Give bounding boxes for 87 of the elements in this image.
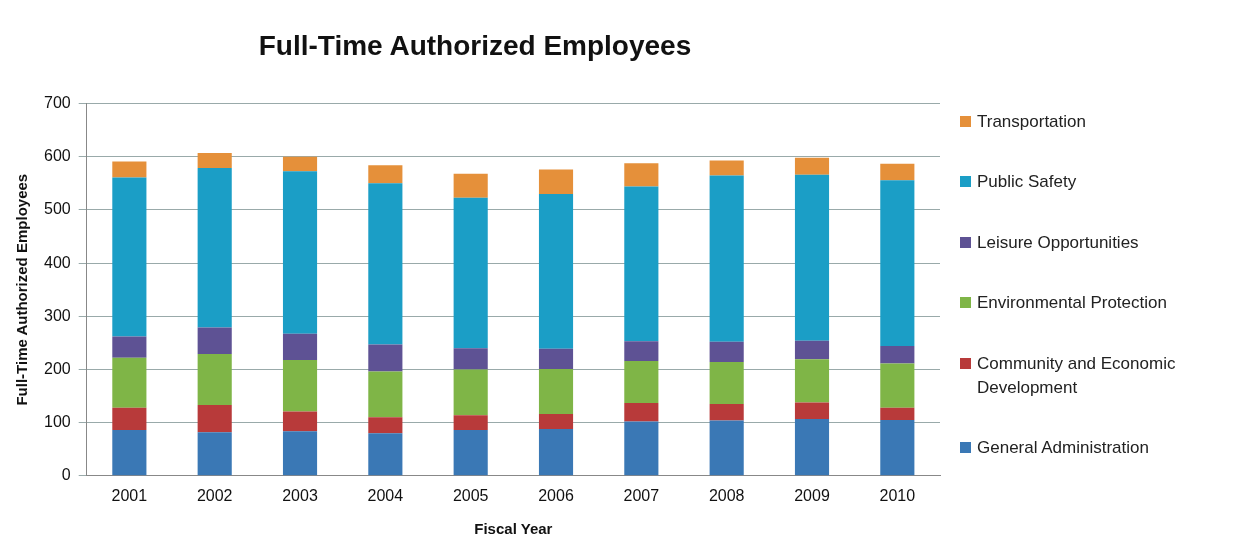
x-axis-title: Fiscal Year (474, 520, 553, 538)
bar (538, 169, 574, 194)
bar (624, 186, 659, 342)
bar (197, 327, 232, 355)
x-tick-label: 2003 (282, 486, 318, 504)
bar (197, 354, 232, 406)
bar (538, 368, 574, 415)
chart-title: Full-Time Authorized Employees (258, 29, 692, 61)
x-tick-label: 2010 (879, 486, 916, 504)
x-tick-label: 2005 (452, 486, 489, 504)
bar (538, 429, 574, 476)
y-tick-label: 100 (43, 413, 71, 431)
bar (453, 415, 488, 431)
bar (453, 348, 488, 370)
bar (624, 360, 659, 403)
bar (624, 341, 659, 361)
bar (282, 171, 318, 334)
bar (880, 180, 915, 347)
bar (282, 333, 318, 360)
bar (368, 371, 403, 418)
bar (538, 348, 574, 369)
bar (453, 430, 488, 476)
bar (709, 420, 744, 476)
bar (112, 336, 147, 358)
y-tick-label: 500 (43, 200, 71, 218)
bar (453, 173, 488, 198)
bar (794, 402, 830, 419)
x-tick-label: 2008 (708, 486, 745, 504)
bar (197, 432, 232, 476)
y-tick-label: 0 (61, 466, 71, 484)
bar (709, 160, 744, 176)
bar (880, 407, 915, 420)
y-tick-label: 200 (43, 359, 71, 377)
bar (709, 404, 744, 421)
x-tick-label: 2007 (623, 486, 660, 504)
bar (880, 419, 915, 476)
bar (538, 414, 574, 430)
legend-label: Environmental Protection (977, 292, 1167, 315)
bar (368, 165, 403, 184)
bar (368, 417, 403, 434)
y-tick-label: 700 (43, 94, 71, 112)
bar (197, 153, 232, 168)
bar (538, 193, 574, 349)
bar (368, 344, 403, 372)
bar (794, 418, 830, 476)
legend-label: General Administration (977, 436, 1149, 459)
bar (794, 157, 830, 175)
bar (794, 340, 830, 360)
bar (880, 346, 915, 364)
bar (709, 341, 744, 363)
bar (282, 359, 318, 412)
bar (794, 359, 830, 403)
bar (709, 175, 744, 342)
legend-label: Community and Economic Development (977, 352, 1177, 399)
bar (112, 357, 147, 408)
x-tick-label: 2001 (111, 486, 148, 504)
x-tick-label: 2009 (794, 486, 830, 504)
y-tick-label: 400 (43, 253, 71, 271)
x-tick-label: 2006 (538, 486, 574, 504)
bar (282, 411, 318, 432)
bar (112, 177, 147, 337)
legend-label: Transportation (977, 111, 1086, 133)
y-tick-label: 300 (43, 306, 71, 324)
bar (624, 402, 659, 422)
bar (282, 156, 318, 172)
bar (112, 407, 147, 431)
x-tick-label: 2002 (196, 486, 233, 504)
bar (282, 431, 318, 476)
y-axis-title: Full-Time Authorized Employees (13, 173, 31, 406)
bar (112, 430, 147, 476)
bar (112, 161, 147, 178)
bar (197, 405, 232, 433)
bar (880, 163, 915, 181)
bar (197, 167, 232, 328)
bar (368, 183, 403, 345)
x-tick-label: 2004 (367, 486, 404, 504)
y-tick-label: 600 (43, 147, 71, 165)
bar (368, 433, 403, 476)
bar (624, 163, 659, 187)
bar (453, 197, 488, 349)
bar (624, 421, 659, 476)
legend-label: Leisure Opportunities (977, 231, 1139, 254)
bar (880, 363, 915, 408)
bar (453, 369, 488, 416)
bar (794, 174, 830, 341)
legend-label: Public Safety (977, 171, 1077, 194)
bar (709, 362, 744, 405)
